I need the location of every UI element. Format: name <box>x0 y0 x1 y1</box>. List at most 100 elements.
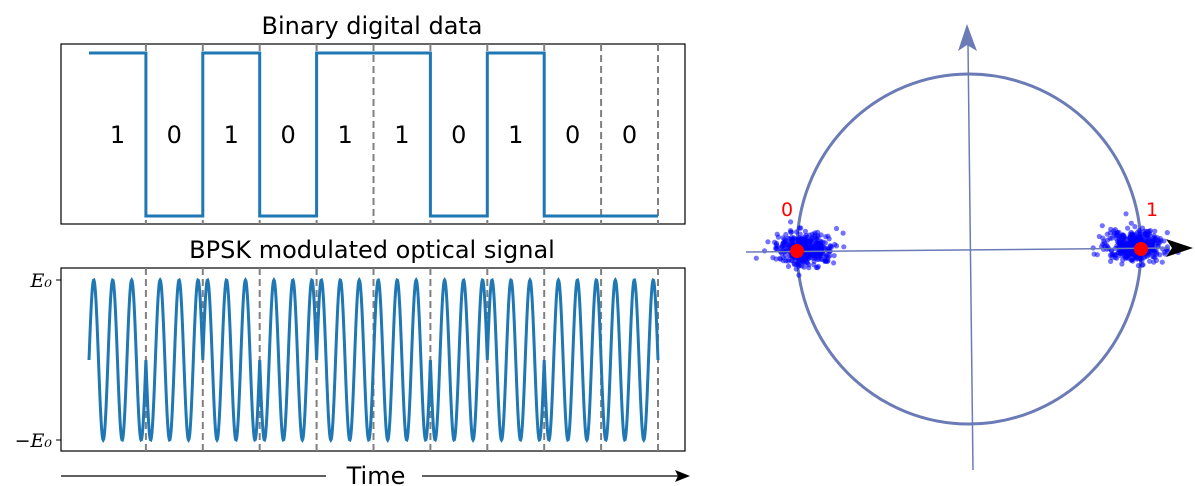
one-noise-point <box>1096 233 1102 240</box>
zero-noise-point <box>788 229 795 235</box>
constellation-diagram: 0 1 <box>745 24 1193 471</box>
one-noise-point <box>1142 230 1149 236</box>
zero-noise-point <box>811 262 817 268</box>
bit-label-6: 0 <box>451 121 466 149</box>
zero-noise-point <box>814 243 821 249</box>
zero-noise-point <box>777 256 784 262</box>
zero-noise-point <box>785 242 791 248</box>
bpsk-waveform <box>87 276 660 444</box>
symbol-label-zero: 0 <box>781 199 793 221</box>
one-noise-point <box>1151 259 1157 265</box>
one-noise-point <box>1151 234 1157 240</box>
bit-label-3: 0 <box>280 121 295 149</box>
zero-noise-point <box>797 225 803 231</box>
zero-noise-point <box>805 255 811 261</box>
one-noise-point <box>1158 238 1164 244</box>
binary-data-title: Binary digital data <box>261 12 482 40</box>
one-noise-point <box>1111 228 1117 234</box>
ytick-bottom-label: −E₀ <box>15 430 53 452</box>
bit-label-2: 1 <box>224 121 239 149</box>
one-noise-point <box>1104 231 1110 237</box>
bit-labels: 1 0 1 0 1 1 0 1 0 0 <box>110 121 637 149</box>
noise-cloud-zero <box>753 219 847 278</box>
zero-noise-point <box>770 255 776 261</box>
zero-noise-point <box>796 263 802 269</box>
zero-noise-point <box>793 229 800 235</box>
zero-noise-point <box>841 244 847 250</box>
real-axis-arrow-head <box>1166 239 1193 257</box>
one-noise-point <box>1135 263 1141 269</box>
zero-noise-point <box>833 243 840 249</box>
symbol-point-zero <box>790 244 804 258</box>
one-noise-point <box>1107 235 1113 241</box>
zero-noise-point <box>783 258 789 264</box>
zero-noise-point <box>803 240 809 246</box>
bit-label-1: 0 <box>167 121 182 149</box>
one-noise-point <box>1150 250 1156 256</box>
zero-noise-point <box>788 219 794 225</box>
zero-noise-point <box>804 234 810 240</box>
bit-label-5: 1 <box>394 121 409 149</box>
one-noise-point <box>1157 252 1163 258</box>
time-arrow-head <box>675 470 690 482</box>
zero-noise-point <box>796 237 802 243</box>
imag-axis-arrow-head <box>958 24 977 51</box>
one-noise-point <box>1136 227 1142 234</box>
zero-noise-point <box>789 234 795 240</box>
zero-noise-point <box>802 228 809 234</box>
zero-noise-point <box>840 230 846 236</box>
zero-noise-point <box>809 231 815 237</box>
one-noise-point <box>1090 245 1096 251</box>
one-noise-point <box>1152 228 1158 234</box>
zero-noise-point <box>783 231 789 238</box>
one-noise-point <box>1164 230 1170 236</box>
one-noise-point <box>1121 236 1127 242</box>
zero-noise-point <box>815 263 821 270</box>
zero-noise-point <box>806 262 812 268</box>
one-noise-point <box>1137 255 1143 261</box>
zero-noise-point <box>753 255 759 261</box>
bit-label-8: 0 <box>565 121 580 149</box>
zero-noise-point <box>833 225 840 232</box>
one-noise-point <box>1114 239 1121 245</box>
symbol-point-one <box>1134 242 1148 256</box>
one-noise-point <box>1147 258 1153 264</box>
one-noise-point <box>1140 262 1146 268</box>
one-noise-point <box>1134 236 1140 242</box>
one-noise-point <box>1122 253 1128 259</box>
zero-noise-point <box>822 258 828 264</box>
bit-label-9: 0 <box>622 121 637 149</box>
zero-noise-point <box>765 239 771 245</box>
one-noise-point <box>1146 241 1152 247</box>
one-noise-point <box>1125 225 1131 231</box>
zero-noise-point <box>815 233 821 239</box>
one-noise-point <box>1125 241 1131 247</box>
one-noise-point <box>1162 251 1168 257</box>
zero-noise-point <box>774 231 780 237</box>
binary-waveform <box>89 51 658 218</box>
one-noise-point <box>1132 224 1138 230</box>
symbol-label-one: 1 <box>1146 199 1158 221</box>
zero-noise-point <box>773 245 779 251</box>
one-noise-point <box>1094 252 1100 258</box>
one-noise-point <box>1109 248 1115 254</box>
one-noise-point <box>1120 257 1126 263</box>
bpsk-title: BPSK modulated optical signal <box>189 236 555 264</box>
zero-noise-point <box>824 253 830 259</box>
zero-noise-point <box>831 260 837 266</box>
one-noise-point <box>1119 239 1125 246</box>
imag-axis-line <box>967 43 974 471</box>
zero-noise-point <box>791 260 797 266</box>
one-noise-point <box>1101 238 1107 244</box>
one-noise-point <box>1104 242 1110 249</box>
zero-noise-point <box>781 236 788 242</box>
bit-label-0: 1 <box>110 121 125 149</box>
one-noise-point <box>1149 241 1156 248</box>
zero-noise-point <box>796 272 802 278</box>
one-noise-point <box>1151 254 1157 260</box>
bit-label-4: 1 <box>337 121 352 149</box>
zero-noise-point <box>761 248 768 254</box>
time-label: Time <box>346 462 406 486</box>
zero-noise-point <box>823 234 829 240</box>
